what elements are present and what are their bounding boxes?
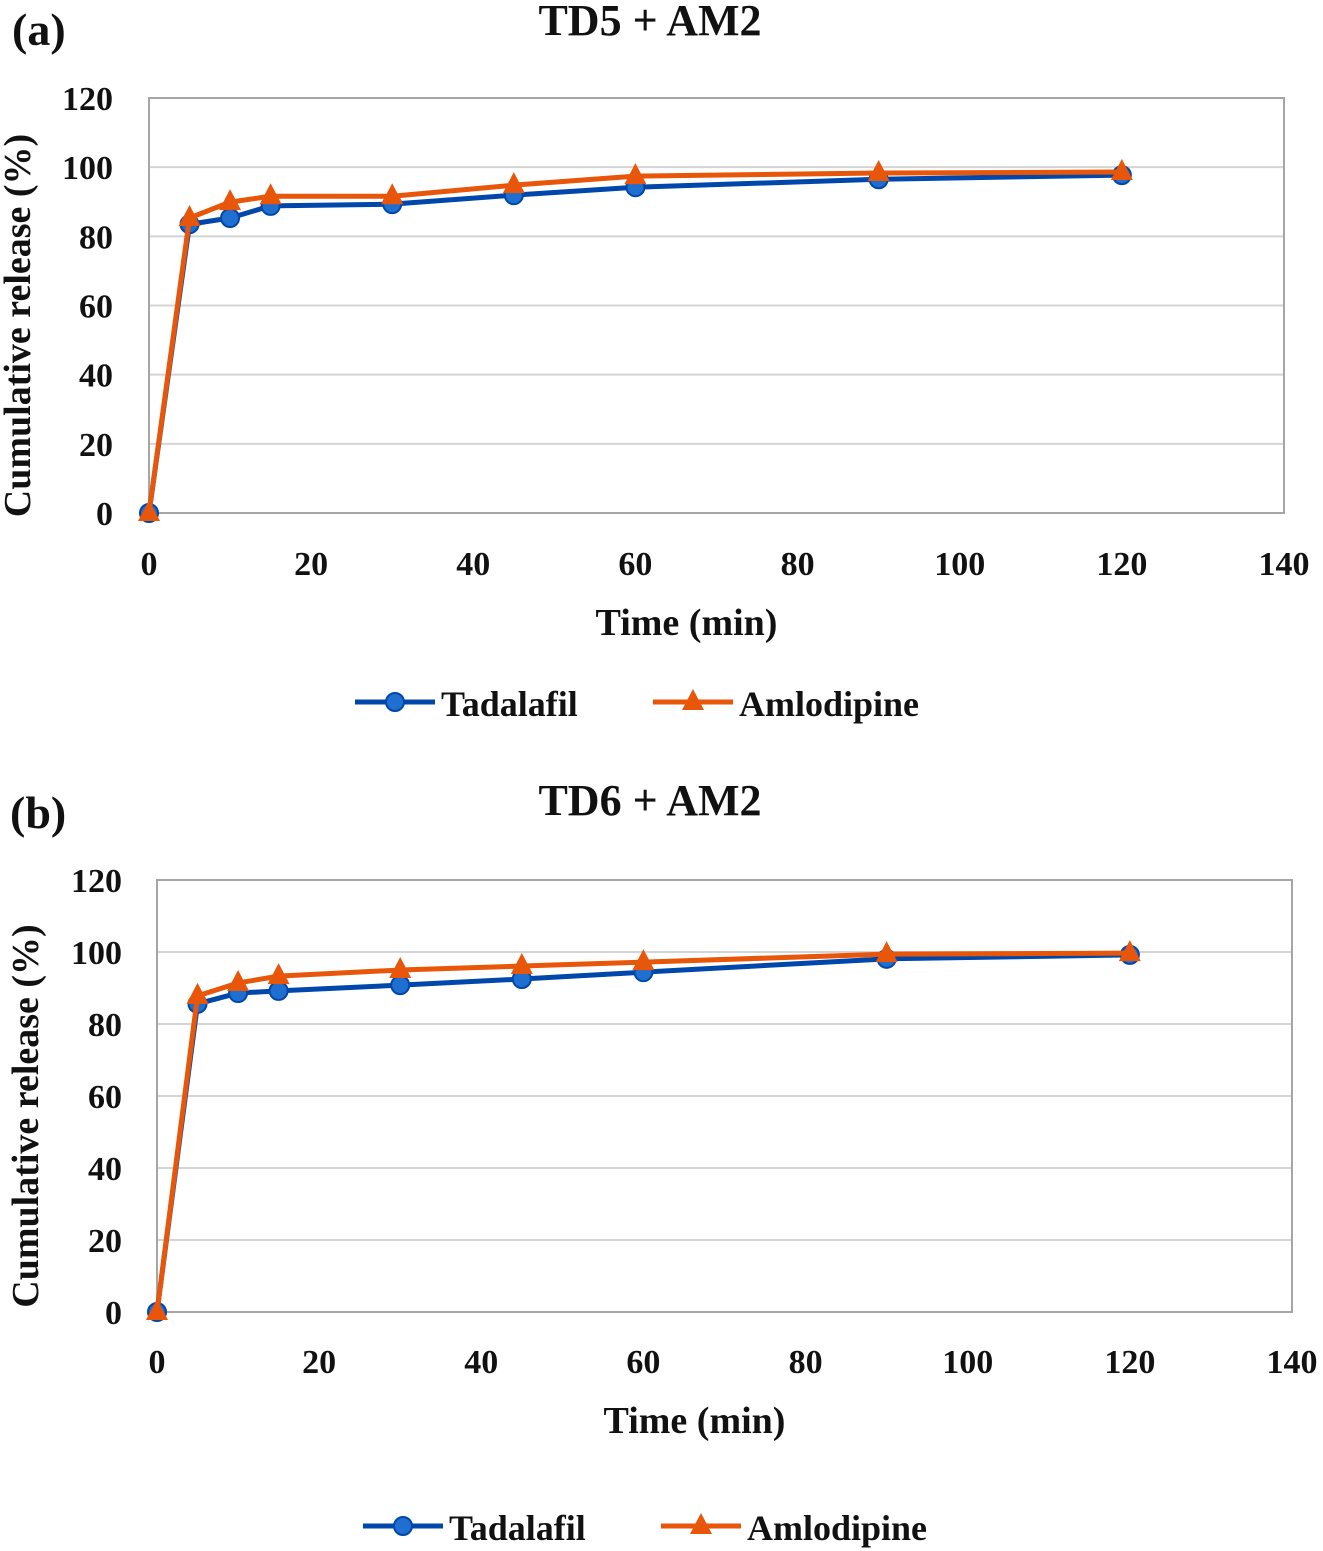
legend-marker-triangle — [682, 689, 704, 710]
y-tick-label: 120 — [62, 81, 113, 118]
legend: Tadalafil Amlodipine — [363, 1508, 927, 1548]
data-point — [390, 975, 411, 996]
legend-label: Amlodipine — [739, 684, 919, 724]
y-tick-label: 80 — [79, 219, 113, 256]
chart-title: TD5 + AM2 — [538, 0, 761, 45]
x-tick-label: 40 — [464, 1344, 498, 1381]
x-tick-label: 100 — [934, 546, 985, 583]
x-tick-label: 100 — [942, 1344, 993, 1381]
data-point — [381, 183, 404, 205]
data-point — [510, 953, 533, 975]
y-tick-label: 60 — [88, 1079, 122, 1116]
data-point — [389, 957, 412, 978]
series-tadalafil — [147, 944, 1140, 1322]
x-tick-label: 80 — [781, 546, 815, 583]
series-tadalafil — [139, 165, 1132, 523]
y-tick-label: 100 — [62, 150, 113, 187]
y-tick-label: 40 — [88, 1151, 122, 1188]
series-amlodipine — [146, 940, 1141, 1320]
y-tick-label: 40 — [79, 358, 113, 395]
data-point — [138, 500, 160, 521]
x-tick-label: 60 — [618, 546, 652, 583]
panel-label: (b) — [10, 787, 66, 838]
series-line — [154, 952, 1130, 1313]
data-point — [875, 941, 898, 963]
x-tick-label: 20 — [302, 1344, 336, 1381]
legend-item: Amlodipine — [653, 684, 919, 724]
legend-label: Tadalafil — [441, 684, 578, 724]
data-point — [259, 183, 282, 205]
plot-area — [148, 97, 1285, 514]
data-point — [178, 205, 201, 227]
data-point — [220, 208, 241, 229]
legend-marker-triangle — [690, 1513, 712, 1534]
y-tick-label: 80 — [88, 1007, 122, 1044]
data-point — [1118, 940, 1141, 962]
x-tick-label: 0 — [149, 1344, 166, 1381]
x-tick-label: 20 — [294, 546, 328, 583]
legend-item: Amlodipine — [661, 1508, 927, 1548]
chart-title: TD6 + AM2 — [538, 776, 761, 825]
data-point — [146, 1299, 168, 1320]
data-point — [186, 982, 209, 1004]
x-tick-label: 80 — [789, 1344, 823, 1381]
x-tick-label: 140 — [1267, 1344, 1318, 1381]
data-point — [502, 172, 525, 194]
y-axis-label: Cumulative release (%) — [5, 924, 47, 1307]
legend-item: Tadalafil — [355, 684, 578, 724]
panel-b: (b) TD6 + AM2 0 20 40 60 80 100 120 0 20 40 60 80 100 1… — [5, 776, 1318, 1548]
legend-marker-circle — [393, 1516, 413, 1536]
x-tick-label: 60 — [626, 1344, 660, 1381]
y-tick-label: 120 — [71, 863, 122, 900]
series-line — [146, 169, 1122, 514]
panel-label: (a) — [12, 4, 66, 55]
data-point — [624, 163, 647, 185]
panel-a: (a) TD5 + AM2 0 20 40 60 80 100 120 0 20 40 60 80 100 1… — [0, 0, 1310, 724]
series-amlodipine — [138, 159, 1133, 521]
data-point — [219, 189, 242, 211]
legend-marker-circle — [385, 692, 405, 712]
legend-label: Tadalafil — [449, 1508, 586, 1548]
x-tick-label: 140 — [1259, 546, 1310, 583]
y-tick-label: 100 — [71, 935, 122, 972]
x-tick-label: 120 — [1104, 1344, 1155, 1381]
x-tick-label: 120 — [1096, 546, 1147, 583]
x-tick-label: 40 — [456, 546, 490, 583]
x-axis-label: Time (min) — [596, 602, 778, 644]
plot-area — [156, 879, 1293, 1313]
y-tick-label: 0 — [96, 496, 113, 533]
data-point — [1110, 159, 1133, 181]
data-point — [268, 980, 289, 1001]
legend-item: Tadalafil — [363, 1508, 586, 1548]
data-point — [267, 963, 290, 985]
y-tick-label: 20 — [88, 1223, 122, 1260]
series-line — [146, 172, 1122, 514]
y-axis-label: Cumulative release (%) — [0, 134, 39, 517]
data-point — [632, 949, 655, 971]
y-tick-label: 0 — [105, 1295, 122, 1332]
y-tick-label: 20 — [79, 427, 113, 464]
data-point — [867, 160, 890, 182]
y-tick-label: 60 — [79, 289, 113, 326]
x-axis-label: Time (min) — [604, 1400, 786, 1442]
legend: Tadalafil Amlodipine — [355, 684, 919, 724]
x-tick-label: 0 — [141, 546, 158, 583]
legend-label: Amlodipine — [747, 1508, 927, 1548]
series-line — [154, 950, 1130, 1313]
data-point — [227, 969, 250, 991]
